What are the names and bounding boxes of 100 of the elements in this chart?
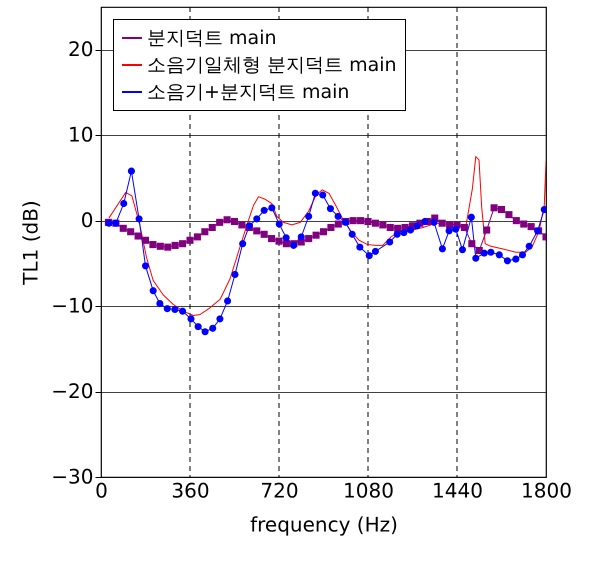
- point: [208, 224, 216, 232]
- point: [446, 221, 454, 228]
- point: [268, 204, 276, 212]
- point: [512, 256, 520, 263]
- point: [268, 235, 276, 242]
- point: [327, 224, 334, 232]
- point: [164, 305, 171, 312]
- point: [372, 220, 379, 227]
- point: [253, 215, 260, 222]
- point: [164, 244, 172, 251]
- y-tick-label: −30: [51, 464, 94, 488]
- point: [260, 206, 268, 214]
- x-axis-title: frequency (Hz): [250, 512, 398, 536]
- point: [326, 205, 334, 212]
- point: [460, 224, 468, 232]
- point: [136, 215, 143, 222]
- point: [334, 212, 342, 220]
- point: [149, 241, 156, 248]
- point: [128, 168, 135, 175]
- point: [372, 248, 379, 255]
- point: [334, 220, 342, 228]
- y-axis-title: TL1 (dB): [18, 200, 42, 286]
- point: [320, 228, 328, 236]
- x-tick-label: 1440: [432, 478, 483, 502]
- point: [298, 233, 305, 240]
- point: [490, 204, 498, 212]
- point: [357, 217, 364, 224]
- point: [421, 218, 428, 226]
- point: [430, 218, 438, 226]
- point: [364, 218, 372, 226]
- point: [305, 235, 312, 242]
- point: [394, 230, 401, 238]
- point: [414, 222, 421, 230]
- point: [216, 315, 224, 322]
- y-tick-label: 0: [80, 208, 94, 232]
- legend-label: 소음기+분지덕트 main: [147, 81, 350, 103]
- point: [224, 297, 232, 304]
- point: [366, 252, 373, 260]
- point: [458, 246, 466, 254]
- point: [438, 245, 446, 252]
- point: [179, 240, 186, 248]
- point: [406, 226, 414, 234]
- point: [120, 224, 127, 232]
- point: [446, 227, 453, 234]
- point: [230, 218, 238, 226]
- point: [282, 234, 290, 242]
- point: [194, 323, 202, 330]
- point: [260, 230, 268, 238]
- x-tick-label: 1800: [521, 478, 572, 502]
- point: [305, 212, 312, 220]
- point: [276, 220, 283, 228]
- point: [496, 251, 503, 258]
- point: [224, 216, 231, 224]
- x-tick-label: 360: [171, 478, 210, 502]
- point: [150, 287, 157, 294]
- point: [386, 238, 394, 246]
- point: [275, 238, 283, 245]
- point: [312, 232, 320, 239]
- x-tick-label: 0: [95, 478, 108, 502]
- point: [528, 223, 535, 230]
- point: [498, 206, 506, 214]
- point: [239, 240, 246, 248]
- point: [504, 257, 511, 264]
- point: [480, 250, 488, 257]
- point: [216, 218, 224, 226]
- point: [487, 248, 494, 256]
- point: [472, 254, 480, 262]
- y-tick-label: 20: [68, 37, 94, 62]
- y-tick-label: −20: [51, 379, 94, 404]
- point: [452, 226, 460, 233]
- point: [282, 240, 290, 248]
- point: [171, 306, 178, 314]
- point: [520, 220, 528, 228]
- point: [438, 220, 446, 227]
- point: [209, 324, 216, 332]
- point: [194, 233, 201, 240]
- point: [518, 251, 526, 258]
- point: [348, 230, 356, 238]
- point: [186, 236, 194, 244]
- point: [120, 200, 128, 208]
- point: [187, 315, 195, 322]
- point: [526, 242, 533, 250]
- point: [142, 236, 150, 244]
- point: [483, 226, 490, 234]
- point: [505, 211, 512, 218]
- point: [238, 221, 246, 228]
- point: [202, 328, 209, 336]
- point: [134, 232, 142, 240]
- point: [512, 217, 520, 224]
- point: [179, 308, 186, 315]
- point: [231, 270, 239, 278]
- point: [350, 217, 357, 224]
- x-tick-label: 1080: [343, 478, 394, 502]
- point: [319, 191, 326, 199]
- legend-label: 분지덕트 main: [147, 27, 277, 49]
- point: [156, 300, 164, 308]
- point: [172, 242, 179, 249]
- point: [386, 224, 394, 232]
- point: [356, 244, 364, 251]
- point: [400, 229, 408, 236]
